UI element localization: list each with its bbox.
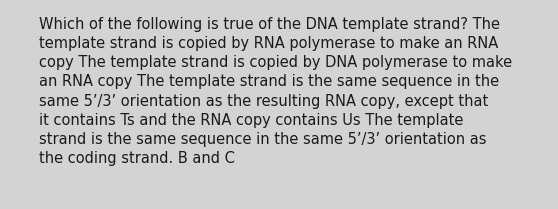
- Text: Which of the following is true of the DNA template strand? The
template strand i: Which of the following is true of the DN…: [39, 17, 512, 166]
